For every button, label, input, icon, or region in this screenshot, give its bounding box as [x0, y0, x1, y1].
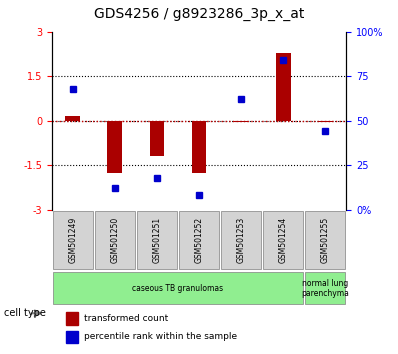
- Text: GSM501251: GSM501251: [152, 217, 162, 263]
- Text: GSM501253: GSM501253: [236, 217, 246, 263]
- Bar: [66, 331, 78, 343]
- FancyBboxPatch shape: [221, 211, 261, 269]
- Text: GSM501252: GSM501252: [195, 217, 203, 263]
- Text: GSM501254: GSM501254: [279, 217, 288, 263]
- Bar: [276, 53, 291, 121]
- FancyBboxPatch shape: [305, 211, 345, 269]
- Text: percentile rank within the sample: percentile rank within the sample: [84, 332, 237, 341]
- Bar: [234, 121, 248, 122]
- Text: GSM501249: GSM501249: [68, 217, 77, 263]
- FancyBboxPatch shape: [263, 211, 303, 269]
- FancyBboxPatch shape: [53, 273, 303, 304]
- Text: GSM501255: GSM501255: [321, 217, 330, 263]
- Text: caseous TB granulomas: caseous TB granulomas: [133, 284, 224, 293]
- Bar: [107, 121, 122, 173]
- Bar: [318, 121, 333, 122]
- FancyBboxPatch shape: [305, 273, 345, 304]
- FancyBboxPatch shape: [95, 211, 135, 269]
- Text: transformed count: transformed count: [84, 314, 168, 323]
- FancyBboxPatch shape: [179, 211, 219, 269]
- FancyBboxPatch shape: [53, 211, 93, 269]
- Bar: [192, 121, 206, 173]
- Text: cell type: cell type: [4, 308, 46, 318]
- Text: GSM501250: GSM501250: [110, 217, 119, 263]
- Text: GDS4256 / g8923286_3p_x_at: GDS4256 / g8923286_3p_x_at: [94, 7, 304, 21]
- Bar: [150, 121, 164, 156]
- Bar: [65, 116, 80, 121]
- Bar: [66, 312, 78, 325]
- FancyBboxPatch shape: [137, 211, 177, 269]
- Text: normal lung
parenchyma: normal lung parenchyma: [301, 279, 349, 298]
